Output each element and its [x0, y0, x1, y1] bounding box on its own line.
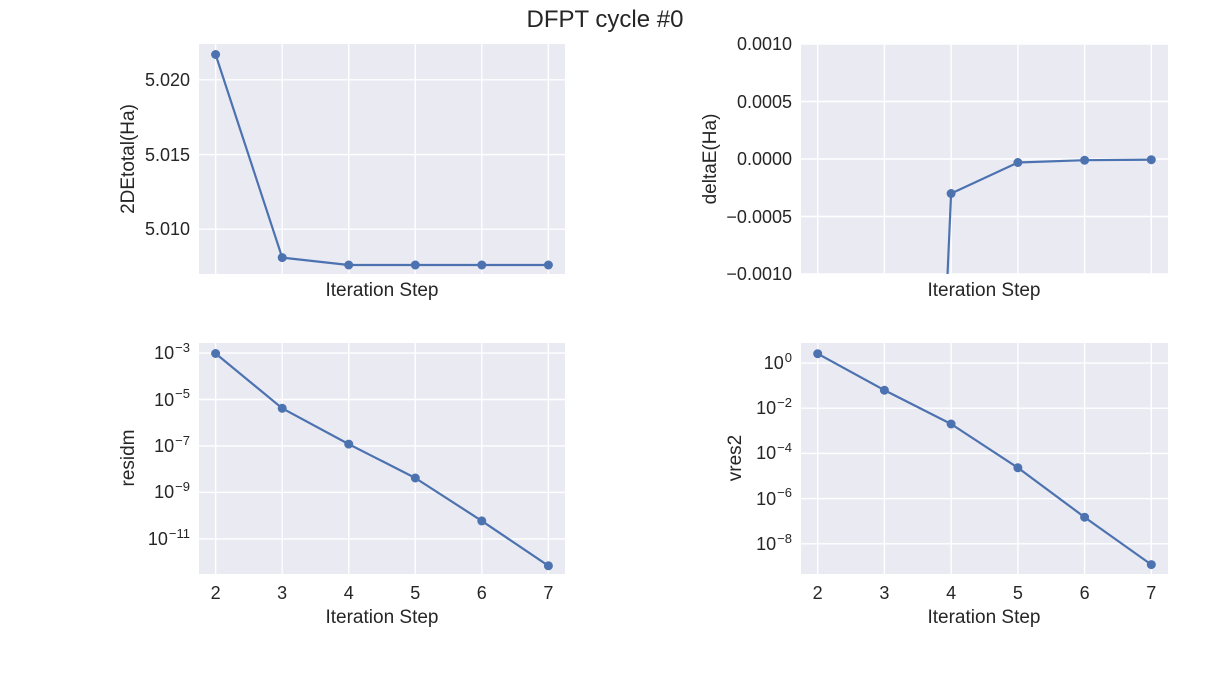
vres2-ytick-label: 10−2: [672, 395, 792, 420]
residm-marker: [277, 403, 287, 413]
vres2-marker: [1013, 463, 1023, 473]
vres2-xtick-label: 5: [1012, 583, 1023, 603]
residm-xtick-label: 3: [277, 583, 288, 603]
deltaE-xlabel: Iteration Step: [927, 280, 1041, 301]
vres2-ytick-label: 10−8: [672, 530, 792, 556]
deltaE-ytick-label: 0.0000: [736, 149, 792, 169]
ytick-exponent: −5: [175, 386, 190, 402]
etotal-plot-svg: [199, 44, 565, 274]
deltaE-marker: [1080, 155, 1090, 165]
residm-ylabel: residm: [118, 429, 139, 487]
residm-ytick-label: 10−7: [70, 432, 190, 458]
etotal-line: [214, 54, 549, 267]
residm-xtick-label: 5: [410, 583, 421, 603]
ytick-base: 10: [154, 435, 175, 456]
vres2-xtick-label: 2: [812, 583, 823, 603]
etotal-xlabel: Iteration Step: [325, 280, 439, 301]
vres2-line: [817, 352, 1152, 566]
deltaE-ytick-label: −0.0010: [726, 264, 792, 284]
vres2-xtick-label: 6: [1079, 583, 1090, 603]
residm-line: [214, 352, 550, 567]
vres2-marker: [879, 385, 889, 395]
ytick-exponent: 0: [784, 349, 792, 365]
ytick-exponent: −6: [777, 485, 792, 501]
deltaE-ytick-label: 0.0010: [736, 34, 792, 54]
etotal-axes: [199, 44, 565, 274]
vres2-xtick-label: 7: [1146, 583, 1157, 603]
residm-marker: [543, 561, 553, 571]
etotal-marker: [477, 260, 487, 270]
residm-axes: [199, 343, 565, 574]
etotal-marker: [344, 260, 354, 270]
residm-marker: [477, 516, 487, 526]
vres2-ylabel: vres2: [725, 434, 746, 482]
deltaE-ytick-label: 0.0005: [736, 91, 792, 112]
deltaE-ytick-label: −0.0005: [726, 206, 792, 227]
ytick-exponent: −2: [777, 395, 792, 411]
residm-ytick-label: 10−3: [70, 339, 190, 365]
ytick-exponent: −11: [168, 525, 190, 541]
ytick-base: 10: [147, 528, 168, 549]
ytick-base: 10: [756, 398, 777, 419]
ytick-base: 10: [763, 353, 784, 374]
etotal-marker: [211, 50, 221, 59]
residm-marker: [344, 439, 354, 449]
deltaE-marker: [1146, 155, 1156, 165]
vres2-ytick-label: 100: [672, 349, 792, 375]
residm-marker: [410, 473, 420, 483]
etotal-ytick-label: 5.010: [144, 219, 190, 240]
deltaE-plot-svg: [801, 44, 1168, 274]
vres2-xtick-label: 3: [879, 583, 890, 603]
ytick-exponent: −9: [175, 479, 190, 495]
residm-marker: [211, 349, 221, 358]
vres2-xtick-label: 4: [946, 583, 957, 603]
residm-xtick-label: 2: [210, 583, 221, 603]
etotal-marker: [410, 260, 420, 270]
vres2-marker: [1146, 560, 1156, 570]
ytick-exponent: −7: [175, 432, 190, 448]
residm-ytick-label: 10−9: [70, 479, 190, 504]
residm-ytick-label: 10−5: [70, 386, 190, 412]
ytick-base: 10: [154, 343, 175, 364]
etotal-ytick-label: 5.015: [144, 144, 190, 165]
figure-title: DFPT cycle #0: [526, 6, 684, 33]
vres2-marker: [1080, 512, 1090, 522]
ytick-base: 10: [154, 389, 175, 410]
vres2-ytick-label: 10−4: [672, 440, 792, 465]
deltaE-marker: [946, 189, 956, 198]
etotal-marker: [277, 253, 287, 263]
vres2-axes: [801, 343, 1168, 574]
ytick-base: 10: [756, 488, 777, 509]
residm-ytick-label: 10−11: [70, 525, 190, 551]
deltaE-ylabel: deltaE(Ha): [700, 113, 721, 205]
vres2-xlabel: Iteration Step: [927, 607, 1041, 628]
etotal-ytick-label: 5.020: [144, 69, 190, 90]
vres2-ytick-label: 10−6: [672, 485, 792, 511]
vres2-marker: [813, 349, 823, 359]
ytick-exponent: −3: [175, 339, 190, 355]
deltaE-axes: [801, 44, 1168, 274]
residm-xtick-label: 6: [476, 583, 487, 603]
ytick-exponent: −4: [777, 440, 792, 456]
ytick-base: 10: [756, 443, 777, 464]
ytick-base: 10: [756, 533, 777, 554]
residm-xlabel: Iteration Step: [325, 607, 439, 628]
etotal-marker: [543, 260, 553, 270]
etotal-ylabel: 2DEtotal(Ha): [118, 104, 139, 214]
residm-plot-svg: [199, 343, 565, 574]
residm-xtick-label: 7: [543, 583, 554, 603]
deltaE-marker: [1013, 158, 1023, 167]
ytick-exponent: −8: [777, 530, 792, 546]
ytick-base: 10: [154, 482, 175, 503]
residm-xtick-label: 4: [343, 583, 354, 603]
vres2-plot-svg: [801, 343, 1168, 574]
vres2-marker: [946, 419, 956, 429]
